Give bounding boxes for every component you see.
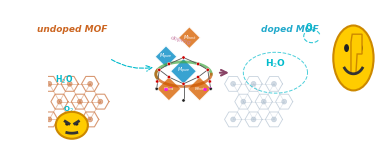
Text: $M_{host}$: $M_{host}$	[183, 33, 196, 42]
Circle shape	[57, 99, 62, 104]
Circle shape	[67, 81, 72, 86]
Circle shape	[206, 68, 209, 71]
Text: doped MOF: doped MOF	[261, 25, 319, 34]
Circle shape	[158, 68, 161, 71]
Circle shape	[197, 62, 200, 66]
Text: H$_2$O: H$_2$O	[55, 74, 73, 86]
Circle shape	[197, 75, 200, 79]
Circle shape	[155, 87, 158, 90]
Circle shape	[344, 44, 349, 52]
Text: $M_{host}$: $M_{host}$	[163, 85, 175, 93]
Circle shape	[182, 56, 185, 59]
Text: $M_{host}$: $M_{host}$	[194, 85, 206, 93]
Text: O$_2$: O$_2$	[63, 105, 74, 115]
Polygon shape	[155, 46, 177, 68]
Circle shape	[65, 122, 69, 126]
Text: H$_2$O: H$_2$O	[265, 58, 286, 70]
Polygon shape	[187, 76, 212, 101]
Text: undoped MOF: undoped MOF	[37, 25, 108, 34]
Circle shape	[67, 117, 72, 122]
Circle shape	[271, 117, 276, 122]
Circle shape	[208, 80, 211, 83]
Circle shape	[167, 75, 170, 79]
Text: O$_2$: O$_2$	[305, 21, 316, 34]
Polygon shape	[178, 27, 200, 49]
Circle shape	[209, 87, 212, 90]
Text: $M_{pure}$: $M_{pure}$	[177, 66, 191, 76]
Polygon shape	[170, 58, 197, 84]
Circle shape	[56, 112, 88, 139]
Circle shape	[261, 99, 266, 104]
Circle shape	[182, 99, 185, 102]
Text: e$^-$: e$^-$	[163, 86, 174, 94]
Polygon shape	[351, 34, 362, 74]
Circle shape	[358, 44, 363, 52]
Text: doping: doping	[169, 35, 192, 45]
Circle shape	[75, 122, 79, 126]
Circle shape	[156, 80, 159, 83]
Polygon shape	[156, 76, 181, 101]
Circle shape	[333, 25, 373, 90]
Circle shape	[77, 99, 82, 104]
Circle shape	[251, 117, 256, 122]
Circle shape	[231, 117, 235, 122]
Circle shape	[88, 81, 93, 86]
Circle shape	[251, 81, 256, 86]
Circle shape	[231, 81, 235, 86]
Circle shape	[47, 117, 52, 122]
Circle shape	[167, 62, 170, 66]
Circle shape	[182, 82, 185, 85]
Circle shape	[271, 81, 276, 86]
Circle shape	[98, 99, 103, 104]
Circle shape	[282, 99, 287, 104]
Circle shape	[241, 99, 246, 104]
Circle shape	[88, 117, 93, 122]
Text: e$^-$: e$^-$	[203, 86, 213, 94]
Text: $M_{pure}$: $M_{pure}$	[159, 52, 173, 62]
Circle shape	[47, 81, 52, 86]
